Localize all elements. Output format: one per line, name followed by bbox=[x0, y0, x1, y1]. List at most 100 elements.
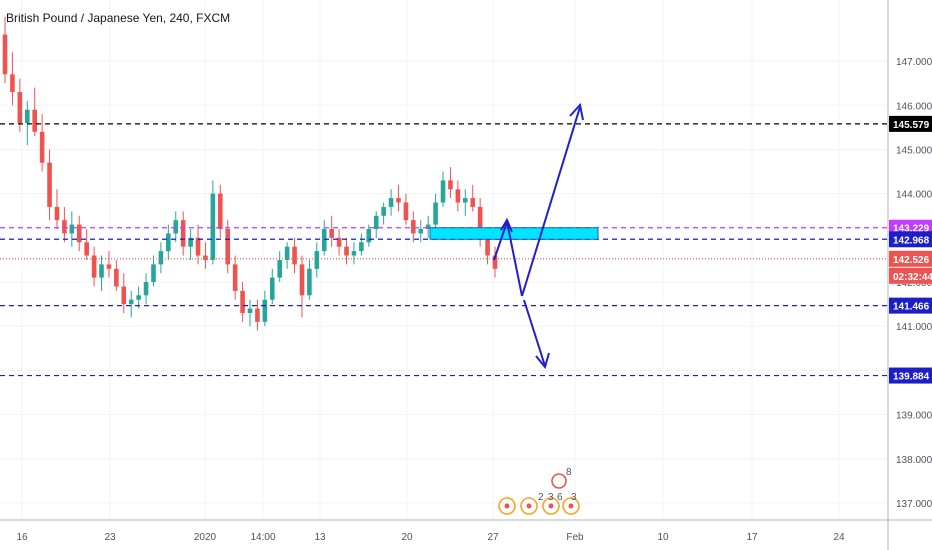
candle-body bbox=[232, 264, 238, 291]
candle-body bbox=[247, 308, 253, 313]
price-level-label: 143.229 bbox=[893, 224, 930, 235]
candle-body bbox=[128, 299, 134, 305]
candle-body bbox=[62, 220, 67, 234]
price-level-tag bbox=[889, 250, 932, 267]
candle-body bbox=[76, 224, 82, 243]
price-level-label: 142.526 bbox=[893, 255, 930, 266]
small-arrow-head bbox=[500, 217, 513, 233]
candle-body bbox=[388, 198, 394, 207]
x-axis: 16 23 2020 14:00 13 20 27 Feb 10 17 24 bbox=[16, 532, 845, 543]
price-axis[interactable]: 137.000138.000139.000140.000141.000142.0… bbox=[889, 57, 932, 510]
candle-body bbox=[262, 299, 268, 322]
candle-body bbox=[425, 224, 431, 230]
price-level-tag bbox=[889, 297, 932, 314]
candle-body bbox=[336, 237, 342, 247]
time-tick-label: 10 bbox=[657, 532, 669, 543]
candle-body bbox=[47, 162, 52, 207]
event-markers[interactable]: 2 3 6 38 bbox=[498, 467, 580, 515]
candle-body bbox=[188, 237, 193, 247]
candle-body bbox=[17, 92, 23, 123]
price-level-tag bbox=[889, 231, 932, 248]
bullish-arrow-head bbox=[569, 102, 584, 121]
candle-body bbox=[314, 251, 320, 269]
candle-body bbox=[344, 246, 349, 256]
candle-body bbox=[106, 264, 112, 269]
candle-body bbox=[180, 220, 186, 247]
candle-body bbox=[351, 251, 357, 256]
candle-body bbox=[39, 131, 45, 163]
candle-body bbox=[10, 74, 15, 93]
candle-body bbox=[485, 237, 490, 256]
drawings-layer[interactable] bbox=[429, 102, 599, 370]
time-tick-label: 14:00 bbox=[250, 532, 275, 543]
price-level-label: 139.884 bbox=[893, 372, 930, 383]
supply-zone-rectangle bbox=[429, 227, 599, 240]
candle-body bbox=[366, 229, 372, 243]
candle-body bbox=[299, 264, 305, 296]
economic-event-dot bbox=[568, 503, 574, 509]
candle-body bbox=[433, 202, 438, 225]
candle-body bbox=[492, 255, 498, 269]
economic-event-icon bbox=[562, 497, 580, 515]
candle-body bbox=[195, 237, 201, 256]
economic-event-icon bbox=[520, 497, 538, 515]
candle-body bbox=[225, 229, 231, 265]
event-count-label: 3 bbox=[548, 492, 554, 503]
candle-body bbox=[284, 246, 290, 260]
candle-body bbox=[240, 290, 245, 313]
candlestick-series bbox=[2, 16, 498, 331]
candle-body bbox=[218, 193, 223, 230]
event-count-label: 2 bbox=[538, 492, 544, 503]
candle-body bbox=[477, 206, 483, 238]
candle-body bbox=[463, 198, 468, 203]
candle-body bbox=[143, 282, 149, 296]
candle-body bbox=[255, 308, 260, 322]
price-level-tag bbox=[889, 367, 932, 384]
candle-body bbox=[210, 193, 216, 260]
candle-body bbox=[359, 242, 364, 252]
candle-body bbox=[321, 229, 327, 252]
price-tick-label: 146.000 bbox=[896, 101, 932, 112]
candle-body bbox=[381, 206, 386, 216]
candle-body bbox=[166, 233, 171, 252]
bullish-arrow bbox=[521, 106, 581, 297]
time-tick-label: 27 bbox=[487, 532, 499, 543]
candle-body bbox=[2, 34, 8, 75]
candle-body bbox=[448, 180, 453, 190]
economic-event-dot bbox=[504, 503, 510, 509]
candle-body bbox=[69, 224, 75, 234]
horizontal-levels bbox=[0, 123, 888, 377]
time-tick-label: 24 bbox=[833, 532, 845, 543]
candle-body bbox=[277, 259, 282, 278]
candle-body bbox=[411, 220, 416, 234]
candle-body bbox=[307, 268, 312, 296]
price-tick-label: 138.000 bbox=[896, 455, 932, 466]
candle-body bbox=[373, 215, 379, 230]
symbol-title[interactable]: British Pound / Japanese Yen, 240, FXCM bbox=[6, 11, 230, 25]
price-level-tag bbox=[889, 115, 932, 132]
candle-body bbox=[91, 255, 97, 278]
candle-body bbox=[151, 264, 156, 283]
price-tick-label: 141.000 bbox=[896, 322, 932, 333]
candle-body bbox=[292, 246, 297, 265]
economic-event-icon bbox=[542, 497, 560, 515]
countdown-tag bbox=[889, 267, 932, 284]
price-tick-label: 144.000 bbox=[896, 190, 932, 201]
price-tick-label: 139.000 bbox=[896, 411, 932, 422]
bearish-arrow-head bbox=[535, 352, 550, 370]
event-count-label: 8 bbox=[566, 467, 572, 478]
candle-body bbox=[203, 255, 208, 260]
candle-body bbox=[440, 180, 446, 203]
candle-body bbox=[99, 264, 104, 278]
time-tick-label: 23 bbox=[104, 532, 116, 543]
bearish-arrow bbox=[523, 299, 546, 367]
candle-body bbox=[403, 202, 409, 221]
candle-body bbox=[54, 206, 60, 221]
candle-body bbox=[121, 286, 127, 305]
time-tick-label: 16 bbox=[16, 532, 28, 543]
candle-body bbox=[396, 198, 401, 203]
candle-body bbox=[84, 242, 89, 256]
price-level-label: 145.579 bbox=[893, 120, 930, 131]
